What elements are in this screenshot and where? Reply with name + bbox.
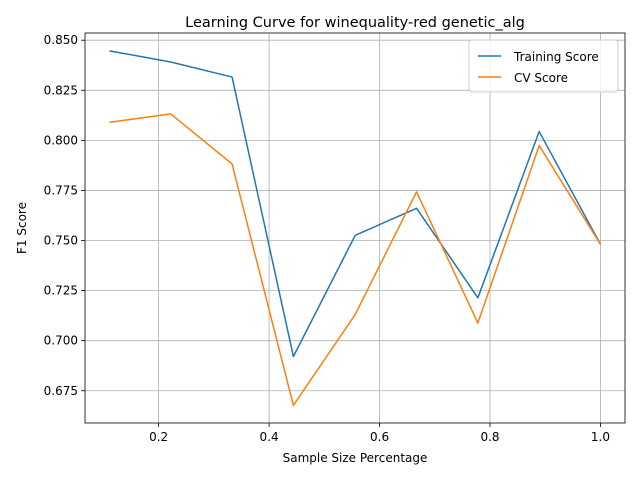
x-tick-label: 0.8 bbox=[480, 430, 499, 444]
legend-box bbox=[468, 39, 619, 93]
x-tick-label: 1.0 bbox=[591, 430, 610, 444]
series-lines bbox=[109, 50, 602, 407]
x-tick-label: 0.2 bbox=[149, 430, 168, 444]
y-tick-label: 0.850 bbox=[44, 33, 78, 47]
x-tick-label: 0.6 bbox=[370, 430, 389, 444]
y-tick-label: 0.750 bbox=[44, 234, 78, 248]
y-axis-label: F1 Score bbox=[15, 202, 29, 254]
y-tick-label: 0.725 bbox=[44, 284, 78, 298]
series-line-training-score bbox=[109, 50, 602, 358]
y-tick-label: 0.700 bbox=[44, 334, 78, 348]
legend-label-cv-score: CV Score bbox=[514, 71, 568, 85]
y-tick-label: 0.800 bbox=[44, 133, 78, 147]
x-tick-label: 0.4 bbox=[260, 430, 279, 444]
y-tick-label: 0.775 bbox=[44, 183, 78, 197]
plot-frame bbox=[84, 32, 626, 424]
chart-title: Learning Curve for winequality-red genet… bbox=[185, 15, 525, 31]
grid-lines bbox=[85, 33, 625, 423]
legend-label-training-score: Training Score bbox=[513, 50, 599, 64]
series-line-cv-score bbox=[109, 113, 602, 407]
x-axis-label: Sample Size Percentage bbox=[283, 451, 428, 465]
y-tick-label: 0.825 bbox=[44, 83, 78, 97]
axis-ticks: 0.2 0.4 0.6 0.8 1.0 0.675 0.700 0.725 0.750 0.775… bbox=[44, 33, 610, 444]
legend: Training Score CV Score bbox=[468, 39, 619, 93]
y-tick-label: 0.675 bbox=[44, 384, 78, 398]
